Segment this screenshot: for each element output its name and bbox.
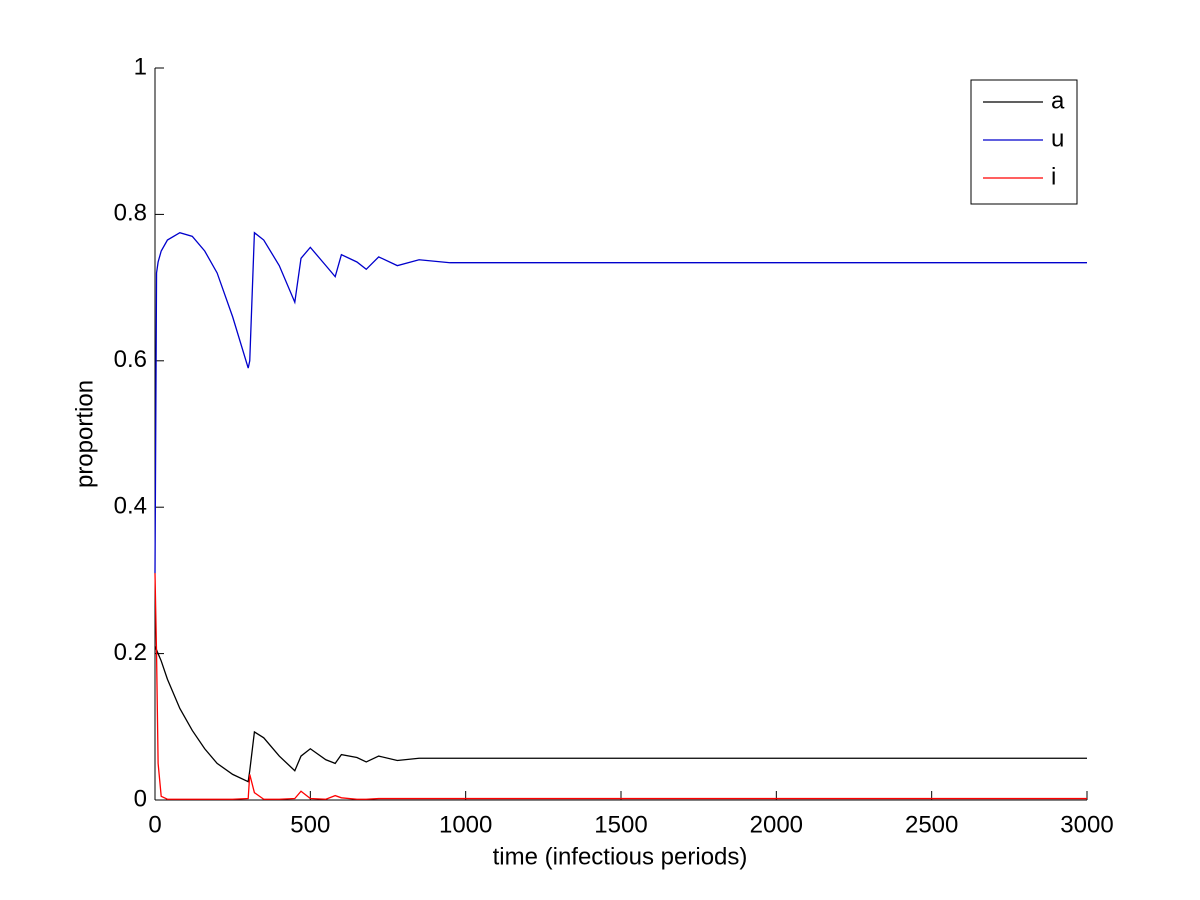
x-tick-label: 1000	[439, 811, 492, 838]
legend-box	[970, 79, 1078, 205]
legend-label: u	[1051, 125, 1064, 152]
x-tick-label: 500	[290, 811, 330, 838]
y-tick-label: 1	[134, 53, 147, 80]
x-tick-label: 1500	[594, 811, 647, 838]
x-tick-label: 0	[148, 811, 161, 838]
legend-label: a	[1051, 87, 1065, 114]
x-tick-label: 2000	[750, 811, 803, 838]
y-axis-label: proportion	[71, 380, 98, 488]
x-tick-label: 3000	[1060, 811, 1113, 838]
y-tick-label: 0.8	[114, 200, 147, 227]
y-tick-label: 0.2	[114, 639, 147, 666]
legend-label: i	[1051, 163, 1056, 190]
y-tick-label: 0.4	[114, 493, 147, 520]
x-axis-label: time (infectious periods)	[493, 843, 748, 870]
line-series	[154, 573, 1087, 800]
y-tick-label: 0	[134, 785, 147, 812]
line-series	[154, 646, 1087, 783]
y-tick-label: 0.6	[114, 346, 147, 373]
x-tick-label: 2500	[905, 811, 958, 838]
line-series	[154, 231, 1087, 574]
